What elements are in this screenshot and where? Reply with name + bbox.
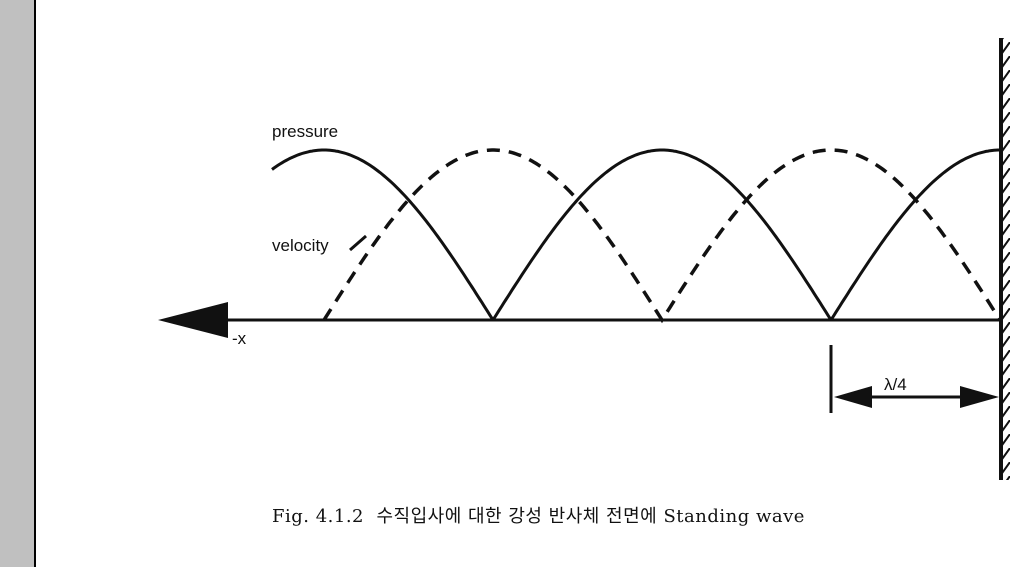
dimension-arrow-left-icon: [834, 386, 872, 408]
figure-caption: Fig. 4.1.2 수직입사에 대한 강성 반사체 전면에 Standing …: [272, 506, 805, 527]
pressure-curve: [271, 148, 1000, 320]
wall-hatching: [1003, 38, 1010, 480]
axis-arrow-icon: [158, 302, 228, 338]
pressure-label: pressure: [272, 122, 338, 141]
dimension-arrow-right-icon: [960, 386, 999, 408]
page-margin: [0, 0, 36, 567]
velocity-label: velocity: [272, 236, 329, 255]
axis-label: -x: [232, 329, 247, 348]
velocity-pointer: [349, 234, 367, 252]
dimension-label: λ/4: [884, 375, 907, 394]
velocity-curve: [322, 148, 1002, 324]
